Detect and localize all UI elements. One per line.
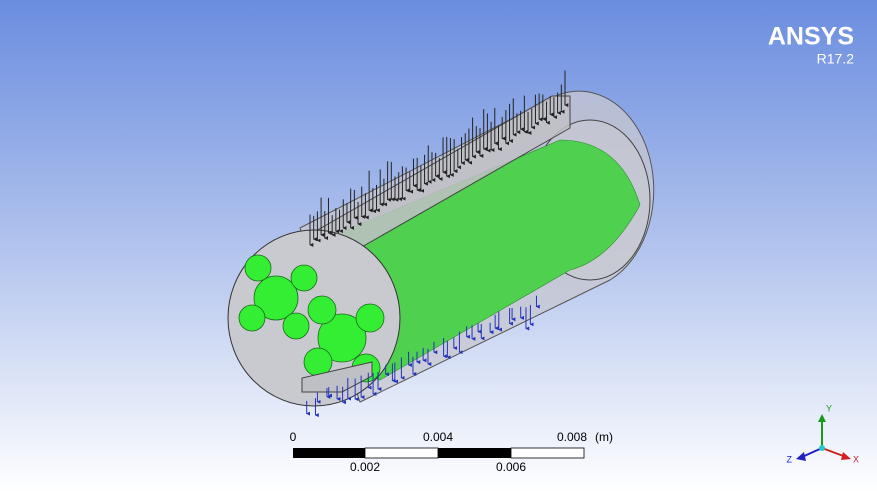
scale-label: 0: [290, 430, 297, 444]
scale-label: 0.008: [557, 430, 587, 444]
scale-unit: (m): [595, 430, 613, 444]
rotor-left: [238, 254, 318, 340]
logo-version: R17.2: [817, 51, 855, 67]
load-arrows: [306, 70, 569, 418]
outlet: [301, 361, 373, 393]
scale-bar: 0 0.004 0.008 (m) 0.002 0.006: [290, 430, 613, 474]
triad-label: Z: [787, 454, 793, 464]
scale-label: 0.002: [350, 460, 380, 474]
model: [227, 70, 655, 418]
scale-label: 0.006: [496, 460, 526, 474]
logo: ANSYS R17.2: [768, 23, 854, 67]
triad-z: [801, 447, 823, 458]
triad-label: X: [853, 454, 859, 464]
scale-segment: [438, 448, 511, 458]
triad-x: [821, 447, 847, 458]
triad-label: Y: [826, 403, 832, 413]
scale-segment: [364, 447, 439, 459]
logo-name: ANSYS: [768, 23, 854, 51]
triad: Y X Z: [787, 403, 860, 464]
scale-segment: [510, 447, 585, 459]
scale-label: 0.004: [423, 430, 453, 444]
rotor-right: [303, 295, 385, 383]
scale-segment: [293, 448, 365, 458]
